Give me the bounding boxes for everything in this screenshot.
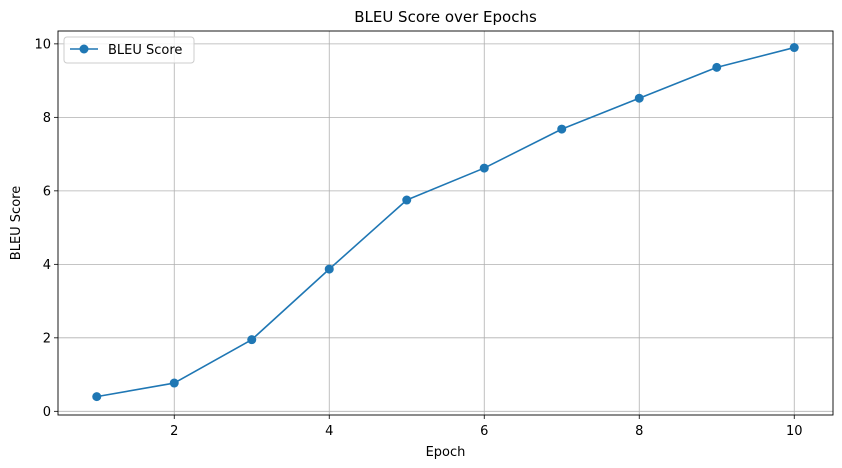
y-axis-title: BLEU Score	[9, 186, 24, 260]
x-tick-label: 2	[170, 424, 178, 439]
y-tick-label: 4	[43, 258, 51, 273]
series-layer	[92, 43, 799, 402]
data-point	[712, 62, 722, 72]
data-point	[557, 124, 567, 134]
y-tick-label: 6	[43, 184, 51, 199]
legend-box	[63, 36, 195, 64]
x-tick-label: 6	[480, 424, 488, 439]
x-tick-label: 8	[635, 424, 643, 439]
y-tick-label: 8	[43, 111, 51, 126]
data-point	[169, 378, 179, 388]
y-tick-label: 10	[34, 37, 51, 52]
y-tick-label: 2	[43, 331, 51, 346]
y-tick-label: 0	[43, 405, 51, 420]
data-point	[789, 43, 799, 53]
data-point	[634, 93, 644, 103]
legend-label: BLEU Score	[108, 43, 182, 58]
data-point	[92, 392, 102, 402]
x-axis-title: Epoch	[426, 445, 466, 460]
data-point	[479, 163, 489, 173]
grid-layer	[58, 31, 833, 415]
series-line-bleu-score	[96, 46, 795, 398]
x-tick-label: 10	[786, 424, 803, 439]
legend-marker	[79, 44, 89, 54]
data-point	[402, 195, 412, 205]
data-point	[324, 264, 334, 274]
plot-frame	[57, 30, 834, 416]
x-tick-label: 4	[325, 424, 333, 439]
data-point	[247, 335, 257, 345]
legend: BLEU Score	[63, 36, 195, 64]
chart-title: BLEU Score over Epochs	[354, 8, 537, 26]
tick-layer: 2 4 6 8 10 0 2 4 6 8 10	[34, 37, 802, 439]
